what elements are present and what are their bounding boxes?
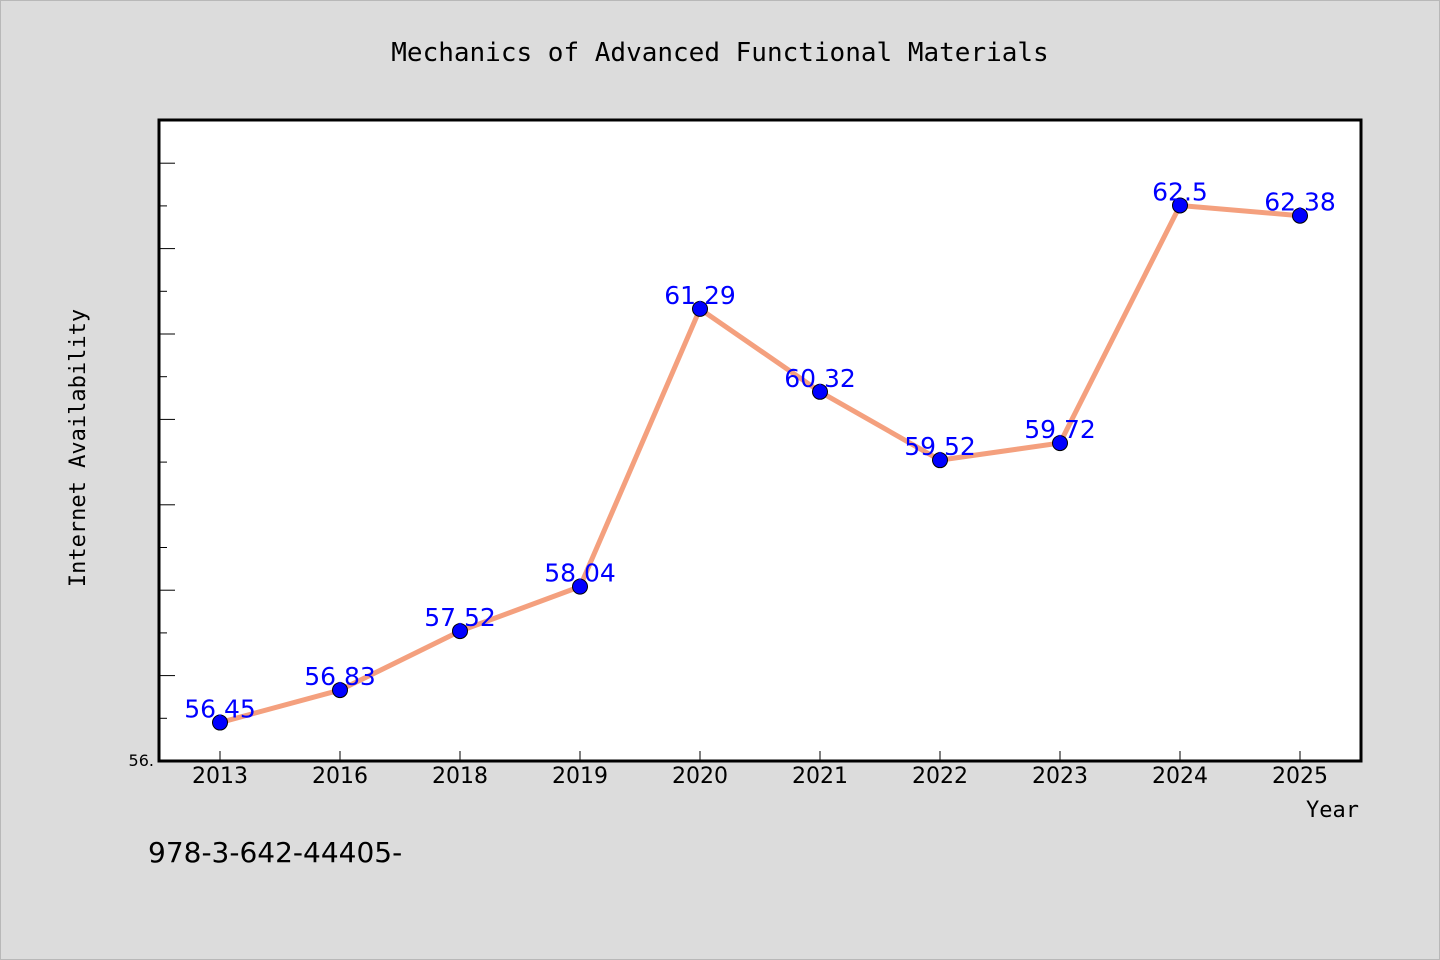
x-tick-labels: 2013 2016 2018 2019 2020 2021 2022 2023 2024 2025 <box>192 751 1328 789</box>
x-tick-label: 2018 <box>432 764 488 789</box>
data-labels: 56.45 56.83 57.52 58.04 61.29 60.32 59.52 59.72… <box>184 177 1336 723</box>
data-point <box>932 452 948 469</box>
x-tick-label: 2024 <box>1152 764 1208 789</box>
x-tick-label: 2021 <box>792 764 848 789</box>
data-label: 56.45 <box>184 695 256 724</box>
x-tick-label: 2025 <box>1272 764 1328 789</box>
data-markers <box>212 197 1308 731</box>
data-label: 62.38 <box>1264 188 1336 217</box>
data-point <box>1052 435 1068 452</box>
x-tick-label: 2016 <box>312 764 368 789</box>
data-point <box>452 623 468 640</box>
x-axis-label: Year <box>1306 798 1359 823</box>
series-line <box>217 202 1303 726</box>
x-tick-label: 2022 <box>912 764 968 789</box>
chart-title: Mechanics of Advanced Functional Materia… <box>391 38 1048 68</box>
isbn-footer: 978-3-642-44405- <box>148 836 402 869</box>
y-axis-label: Internet Availability <box>66 309 91 587</box>
data-label: 56.83 <box>304 662 376 691</box>
data-point <box>572 578 588 595</box>
series-line-layer <box>217 202 1303 726</box>
y-tick-label: 56. <box>129 751 154 770</box>
data-point <box>212 714 228 731</box>
data-label: 62.5 <box>1152 177 1208 206</box>
data-point <box>1172 197 1188 214</box>
data-label: 59.72 <box>1024 415 1096 444</box>
data-label: 59.52 <box>904 432 976 461</box>
x-tick-label: 2020 <box>672 764 728 789</box>
data-point <box>1292 207 1308 224</box>
x-tick-label: 2013 <box>192 764 248 789</box>
data-label: 57.52 <box>424 603 496 632</box>
data-point <box>332 682 348 699</box>
data-point <box>692 300 708 317</box>
data-point <box>812 383 828 400</box>
plot-frame <box>157 118 1363 763</box>
plot-area <box>159 120 1361 761</box>
data-label: 61.29 <box>664 281 736 310</box>
x-tick-label: 2023 <box>1032 764 1088 789</box>
data-label: 60.32 <box>784 364 856 393</box>
x-tick-label: 2019 <box>552 764 608 789</box>
data-label: 58.04 <box>544 559 616 588</box>
